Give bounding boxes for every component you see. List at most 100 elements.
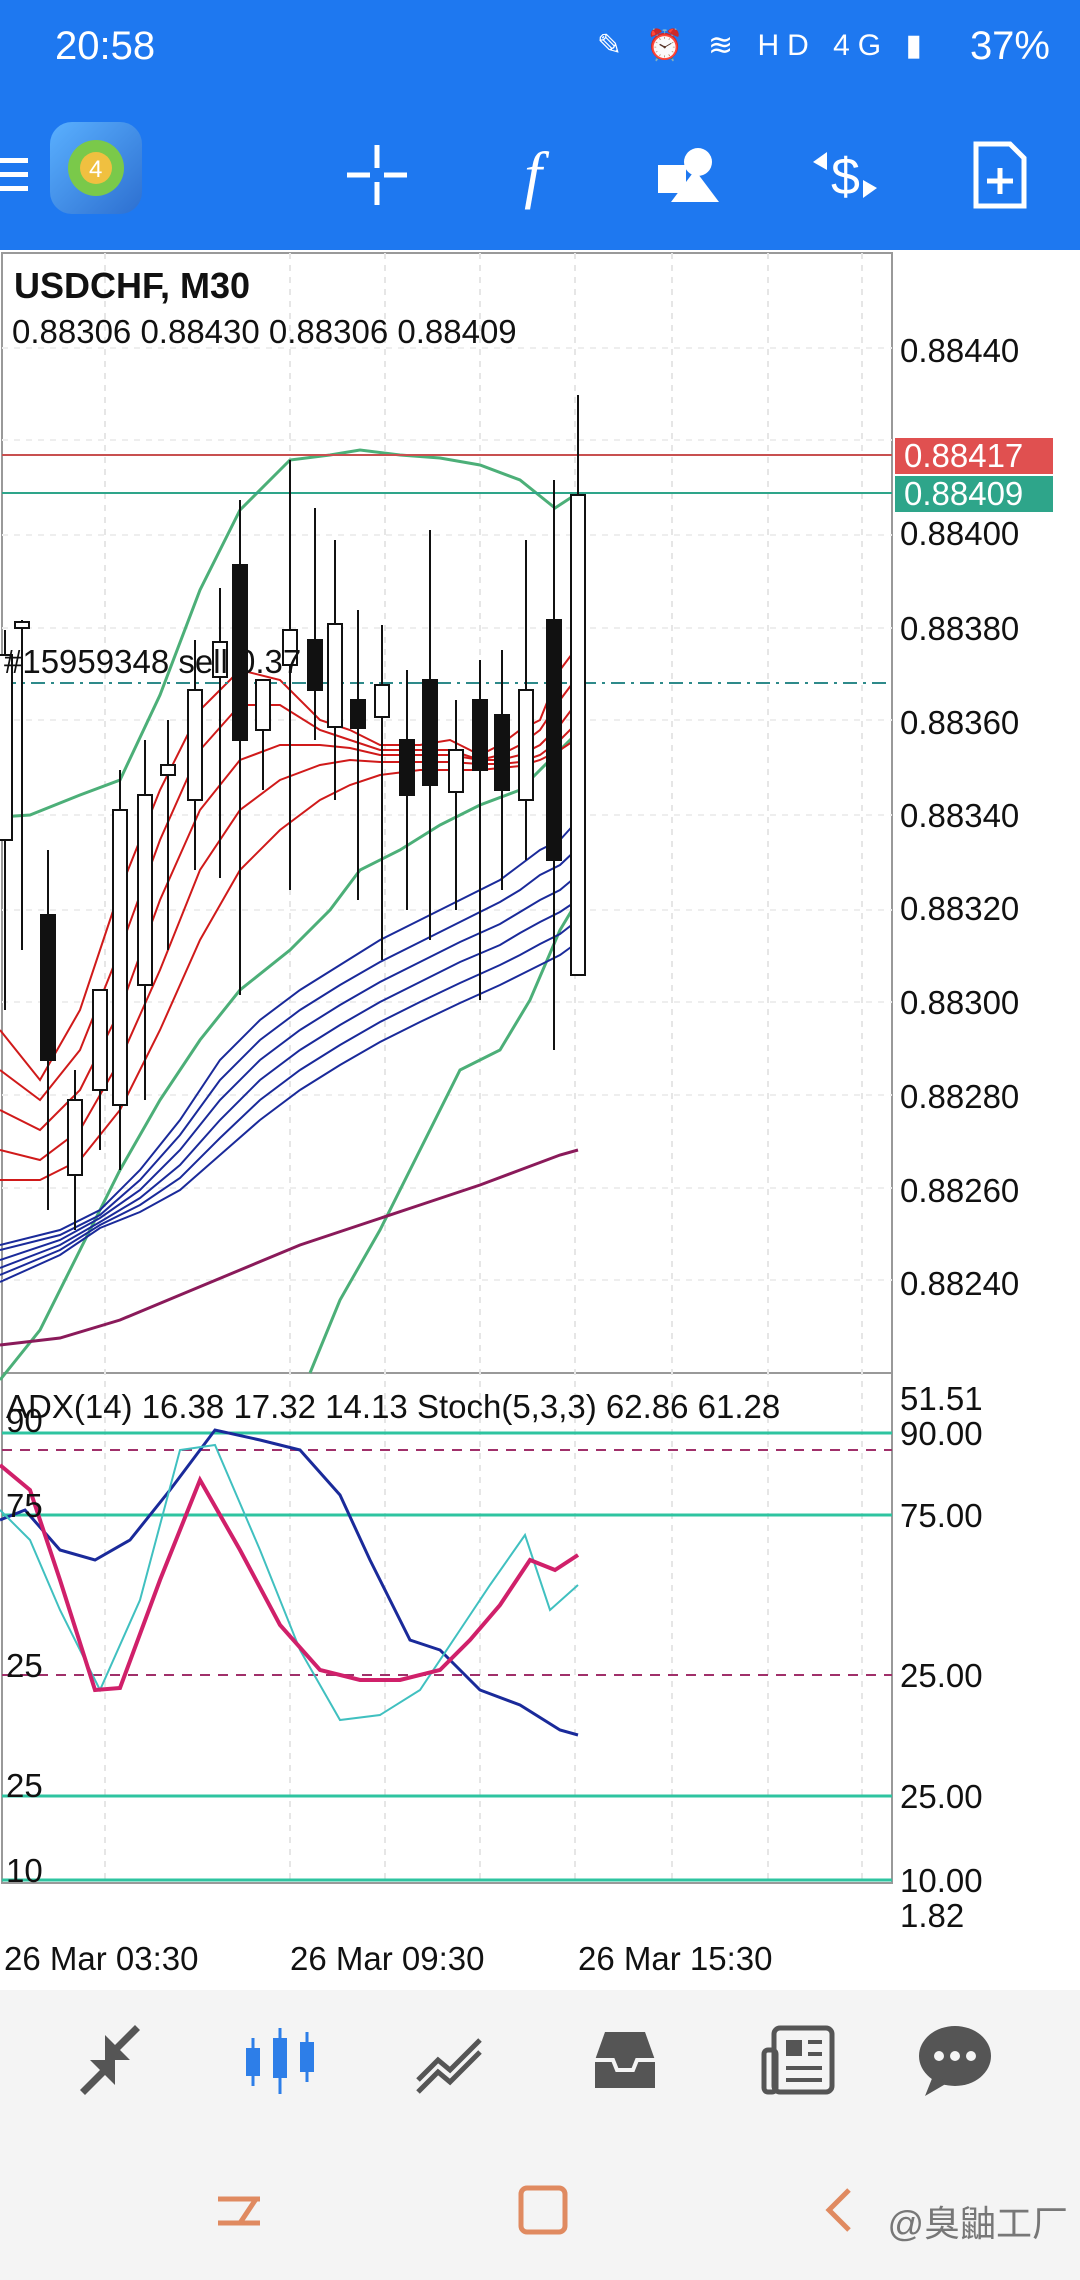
price-axis-label: 0.88280 [900, 1078, 1019, 1115]
candle-bullish [518, 689, 534, 801]
indicator-level-label: 25 [6, 1647, 43, 1684]
price-axis-label: 0.88380 [900, 610, 1019, 647]
price-axis: 0.88440 0.88400 0.88380 0.88360 0.88340 0.883… [900, 332, 1019, 1302]
crosshair-icon[interactable] [332, 130, 422, 220]
price-axis-label: 0.88360 [900, 704, 1019, 741]
candle-bullish [14, 621, 30, 629]
candlesticks [0, 395, 586, 1230]
indicator-level-label: 90 [6, 1402, 43, 1439]
home-icon[interactable] [508, 2175, 578, 2245]
stoch-signal [0, 1443, 579, 1722]
indicator-axis-label: 51.51 [900, 1380, 983, 1417]
svg-text:$: $ [831, 148, 860, 206]
bollinger-middle [0, 733, 577, 1381]
quotes-icon[interactable] [60, 2010, 160, 2110]
candle-bullish [160, 764, 176, 776]
indicator-axis-label: 25.00 [900, 1657, 983, 1694]
time-axis: 26 Mar 03:30 26 Mar 09:30 26 Mar 15:30 [4, 1940, 772, 1977]
indicator-axis-label: 75.00 [900, 1497, 983, 1534]
bollinger-lower [308, 904, 577, 1374]
indicator-axis-label: 25.00 [900, 1778, 983, 1815]
indicator-axis-label: 1.82 [900, 1897, 964, 1934]
candle-bullish [374, 684, 390, 718]
purple-ma [0, 1148, 579, 1347]
bid-price-badge [895, 476, 1053, 512]
candle-bearish [422, 679, 438, 786]
stoch-main [0, 1463, 580, 1693]
candle-bullish [327, 623, 343, 728]
ohlc-label: 0.88306 0.88430 0.88306 0.88409 [12, 313, 517, 350]
bid-price-text: 0.88409 [904, 475, 1023, 512]
status-time: 20:58 [55, 24, 156, 68]
indicator-level-label: 75 [6, 1487, 43, 1524]
indicator-level-label: 25 [6, 1767, 43, 1804]
status-bar: 20:58 ✎ ⏰ ≋ HD 4G ▮ 37% [0, 0, 1080, 100]
chart-toolbar: 4 f $ [0, 100, 1080, 250]
system-navigation: @臭鼬工厂 [0, 2130, 1080, 2280]
candle-bullish [570, 494, 586, 976]
add-page-icon[interactable] [955, 130, 1045, 220]
price-axis-label: 0.88340 [900, 797, 1019, 834]
red-ma-1 [0, 649, 576, 1082]
price-axis-label: 0.88440 [900, 332, 1019, 369]
menu-icon[interactable] [0, 130, 68, 220]
red-ma-5 [0, 739, 576, 1181]
price-axis-label: 0.88260 [900, 1172, 1019, 1209]
price-axis-label: 0.88400 [900, 515, 1019, 552]
status-icons: ✎ ⏰ ≋ HD 4G ▮ [596, 29, 930, 62]
chart-area[interactable]: USDCHF, M30 0.88306 0.88430 0.88306 0.88… [0, 250, 1080, 1990]
candle-bearish [472, 699, 488, 771]
red-ma-2 [0, 679, 576, 1102]
metatrader-logo[interactable]: 4 [50, 122, 142, 214]
time-axis-label: 26 Mar 03:30 [4, 1940, 198, 1977]
candle-bearish [399, 739, 415, 796]
messages-icon[interactable] [905, 2010, 1005, 2110]
candle-bearish [232, 564, 248, 741]
chart-grid [2, 253, 892, 1883]
blue-ma-5 [0, 919, 579, 1276]
indicator-frame [1, 1372, 893, 1884]
blue-ma-2 [0, 847, 579, 1251]
indicator-left-levels: 90 75 25 25 10 [6, 1402, 43, 1889]
indicator-title: ADX(14) 16.38 17.32 14.13 Stoch(5,3,3) 6… [6, 1388, 780, 1425]
function-icon[interactable]: f [524, 139, 542, 210]
bottom-navigation [0, 1990, 1080, 2130]
chart-icon[interactable] [230, 2010, 330, 2110]
candle-bearish [40, 914, 56, 1061]
candle-bullish [137, 794, 153, 986]
indicator-axis-label: 90.00 [900, 1415, 983, 1452]
back-icon[interactable] [805, 2175, 875, 2245]
trade-icon[interactable] [400, 2010, 500, 2110]
candle-bullish [112, 809, 128, 1106]
candle-bullish [448, 749, 464, 793]
candle-bullish [212, 641, 228, 678]
dollar-cycle-icon[interactable]: $ [800, 130, 890, 220]
candle-bearish [494, 714, 510, 791]
indicator-axis-label: 10.00 [900, 1862, 983, 1899]
price-axis-label: 0.88300 [900, 984, 1019, 1021]
adx-line [0, 1428, 579, 1737]
blue-ma-4 [0, 899, 579, 1269]
svg-text:4: 4 [89, 156, 102, 183]
shapes-icon[interactable] [643, 130, 733, 220]
time-axis-label: 26 Mar 15:30 [578, 1940, 772, 1977]
time-axis-label: 26 Mar 09:30 [290, 1940, 484, 1977]
news-icon[interactable] [750, 2010, 850, 2110]
recent-apps-icon[interactable] [205, 2175, 275, 2245]
price-chart[interactable]: USDCHF, M30 0.88306 0.88430 0.88306 0.88… [0, 250, 1080, 1990]
price-axis-label: 0.88320 [900, 890, 1019, 927]
battery-level: 37% [969, 24, 1050, 68]
ask-price-badge [895, 438, 1053, 474]
main-chart-frame [1, 252, 893, 1374]
ask-price-text: 0.88417 [904, 437, 1023, 474]
candle-bearish [350, 699, 366, 729]
candle-bullish [187, 689, 203, 801]
order-label: #15959348 sell 0.37 [4, 643, 301, 680]
history-icon[interactable] [575, 2010, 675, 2110]
candle-bearish [307, 639, 323, 691]
blue-ma-3 [0, 874, 579, 1261]
blue-ma-6 [0, 941, 579, 1283]
candle-bullish [282, 629, 298, 666]
candle-bullish [92, 989, 108, 1091]
